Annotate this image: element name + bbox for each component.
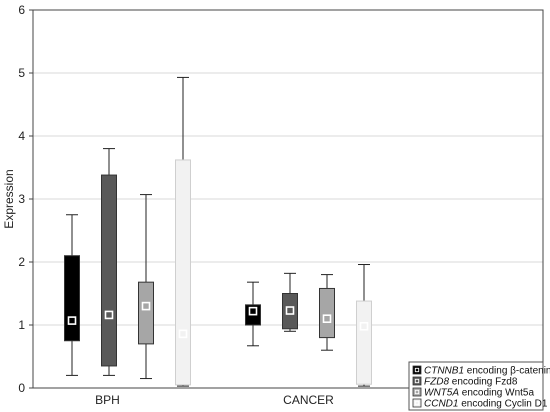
legend-gene-name: FZD8 — [424, 377, 449, 388]
legend-item: FZD8 encoding Fzd8 — [412, 376, 518, 388]
legend-label: CTNNB1 encoding β-catenin — [424, 366, 550, 377]
legend-swatch-marker — [414, 389, 420, 395]
y-tick-label: 5 — [18, 66, 25, 80]
legend-swatch — [412, 376, 422, 386]
legend-item: WNT5A encoding Wnt5a — [412, 387, 534, 399]
legend-gene-name: CTNNB1 — [424, 366, 464, 377]
box-wnt5a-bph — [138, 194, 154, 380]
median-marker — [104, 310, 114, 320]
y-tick-label: 4 — [18, 129, 25, 143]
y-axis-label: Expression — [2, 169, 16, 228]
y-tick-label: 6 — [18, 3, 25, 17]
box-ccnd1-bph — [175, 76, 191, 387]
box-fzd8-cancer — [282, 272, 298, 332]
legend-box — [408, 361, 544, 411]
box-wnt5a-cancer — [319, 274, 335, 351]
legend-gene-description: encoding Cyclin D1 — [458, 399, 547, 410]
legend-gene-description: encoding Wnt5a — [459, 388, 534, 399]
axes: 0 1 2 3 4 5 6 Expression BPH CANCER — [2, 3, 544, 407]
legend-swatch — [412, 398, 422, 408]
box-iqr — [319, 287, 335, 339]
median-marker — [359, 321, 369, 331]
legend-gene-description: encoding β-catenin — [464, 366, 550, 377]
box-iqr — [101, 174, 117, 367]
median-marker — [178, 329, 188, 339]
y-tick-label: 3 — [18, 192, 25, 206]
x-tick-label-bph: BPH — [95, 393, 120, 407]
median-marker — [248, 306, 258, 316]
legend-label: CCND1 encoding Cyclin D1 — [424, 399, 548, 410]
legend-swatch-marker — [414, 378, 420, 384]
box-ctnnb1-bph — [64, 214, 80, 376]
box-iqr — [64, 255, 80, 342]
legend-item: CTNNB1 encoding β-catenin — [412, 365, 550, 377]
y-tick-label: 1 — [18, 318, 25, 332]
legend-gene-description: encoding Fzd8 — [449, 377, 518, 388]
median-marker — [141, 301, 151, 311]
box-iqr — [282, 293, 298, 330]
legend-label: WNT5A encoding Wnt5a — [424, 388, 534, 399]
y-tick-label: 2 — [18, 255, 25, 269]
median-marker — [67, 316, 77, 325]
median-marker — [285, 306, 295, 315]
y-tick-label: 0 — [18, 381, 25, 395]
median-marker — [322, 314, 332, 324]
legend-gene-name: CCND1 — [424, 399, 458, 410]
legend-item: CCND1 encoding Cyclin D1 — [412, 398, 548, 410]
legend-swatch-marker — [414, 400, 420, 406]
gridlines — [33, 72, 543, 326]
box-iqr — [356, 300, 372, 385]
x-tick-label-cancer: CANCER — [283, 393, 334, 407]
box-ccnd1-cancer — [356, 264, 372, 387]
legend-label: FZD8 encoding Fzd8 — [424, 377, 518, 388]
legend-swatch-marker — [414, 367, 420, 373]
legend-swatch — [412, 387, 422, 397]
plot-area — [64, 76, 372, 387]
box-iqr — [138, 281, 154, 345]
box-fzd8-bph — [101, 148, 117, 376]
box-ctnnb1-cancer — [245, 281, 261, 347]
legend-swatch — [412, 365, 422, 375]
box-iqr — [175, 159, 191, 386]
legend-gene-name: WNT5A — [424, 388, 459, 399]
